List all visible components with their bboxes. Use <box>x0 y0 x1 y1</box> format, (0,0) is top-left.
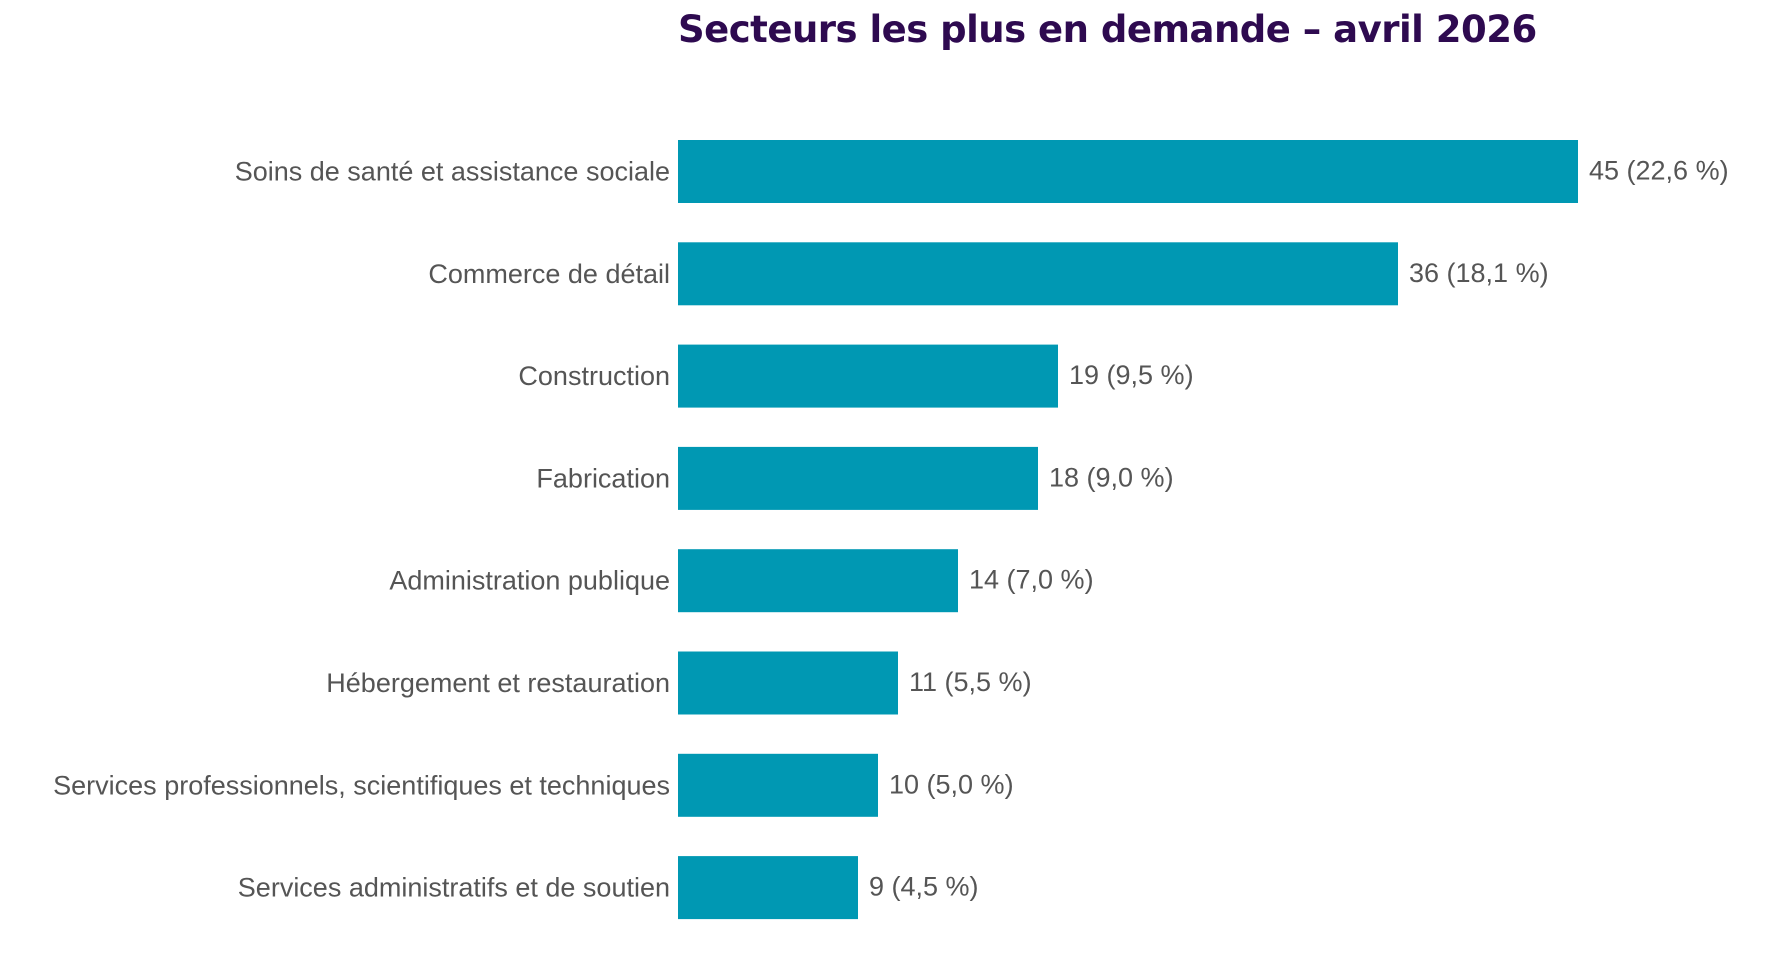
bar-5 <box>678 549 958 613</box>
value-label-6: 11 (5,5 %) <box>909 667 1032 697</box>
bar-2 <box>678 242 1398 306</box>
value-label-2: 36 (18,1 %) <box>1409 258 1549 288</box>
category-label-1: Soins de santé et assistance sociale <box>235 157 670 187</box>
value-label-1: 45 (22,6 %) <box>1589 156 1729 186</box>
bar-7 <box>678 753 878 817</box>
bar-6 <box>678 651 898 715</box>
category-label-5: Administration publique <box>389 566 670 596</box>
category-label-2: Commerce de détail <box>428 259 670 289</box>
category-label-6: Hébergement et restauration <box>326 668 670 698</box>
value-label-8: 9 (4,5 %) <box>869 872 979 902</box>
category-label-4: Fabrication <box>536 463 670 493</box>
chart-title: Secteurs les plus en demande – avril 202… <box>678 8 1537 51</box>
bar-1 <box>678 140 1578 203</box>
value-label-3: 19 (9,5 %) <box>1069 360 1194 390</box>
category-label-3: Construction <box>518 361 670 391</box>
bar-3 <box>678 344 1058 408</box>
category-label-7: Services professionnels, scientifiques e… <box>53 770 670 800</box>
value-label-5: 14 (7,0 %) <box>969 565 1094 595</box>
category-label-8: Services administratifs et de soutien <box>238 873 670 903</box>
value-label-4: 18 (9,0 %) <box>1049 462 1174 492</box>
value-label-7: 10 (5,0 %) <box>889 769 1014 799</box>
bar-4 <box>678 446 1038 510</box>
bar-8 <box>678 856 858 920</box>
